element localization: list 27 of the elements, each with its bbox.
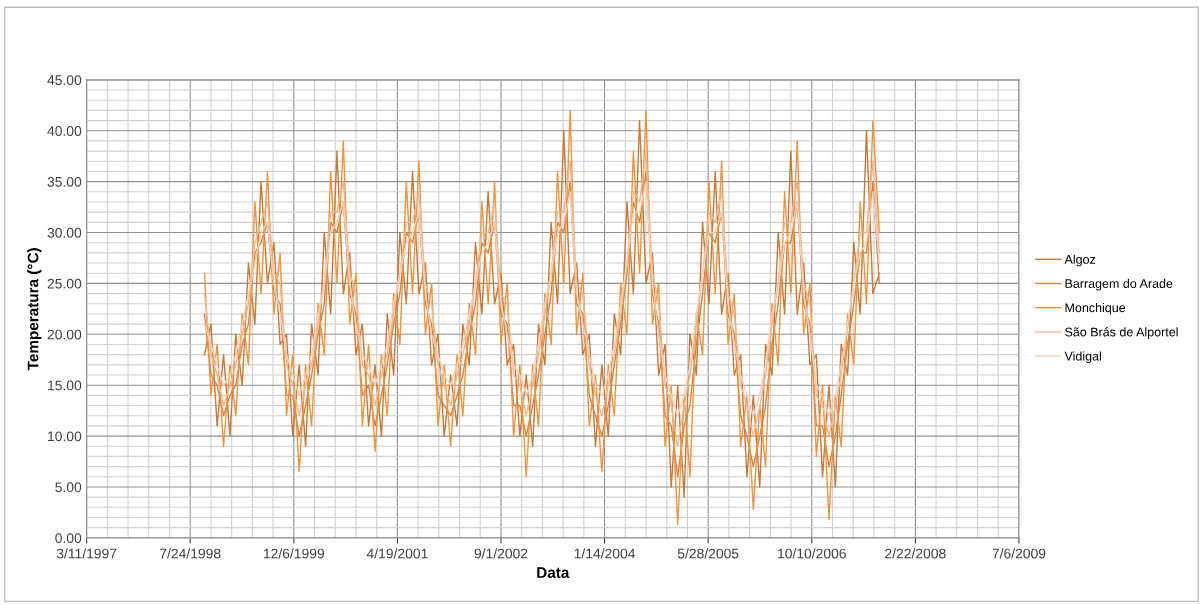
y-tick-label: 35.00 (47, 176, 82, 187)
x-tick-label: 4/19/2001 (366, 548, 428, 559)
legend-label: Barragem do Arade (1065, 278, 1173, 291)
y-tick-label: 25.00 (47, 278, 82, 289)
y-tick-label: 40.00 (47, 126, 82, 136)
y-tick-label: 0.00 (55, 533, 82, 544)
legend-label: Vidigal (1064, 351, 1101, 364)
x-tick-label: 5/28/2005 (677, 548, 739, 559)
legend-label: Algoz (1064, 254, 1096, 267)
x-tick-label: 10/10/2006 (778, 548, 846, 559)
x-tick-label: 3/11/1997 (56, 548, 117, 559)
x-tick-label: 9/1/2002 (474, 548, 528, 559)
y-tick-label: 45.00 (47, 75, 82, 86)
x-tick-label: 1/14/2004 (574, 548, 636, 559)
y-tick-label: 20.00 (47, 329, 82, 340)
legend-label: São Brás de Alportel (1065, 327, 1178, 339)
y-tick-label: 5.00 (55, 482, 82, 493)
x-tick-label: 7/6/2009 (992, 548, 1046, 559)
x-axis-title: Data (537, 567, 570, 578)
y-tick-label: 10.00 (48, 431, 82, 442)
x-tick-label: 12/6/1999 (263, 548, 325, 559)
y-tick-label: 15.00 (48, 380, 82, 391)
x-tick-label: 7/24/1998 (160, 548, 221, 559)
legend-label: Monchique (1065, 302, 1126, 315)
y-axis-title: Temperatura (°C) (27, 248, 42, 371)
x-tick-label: 2/22/2008 (885, 548, 946, 559)
y-tick-label: 30.00 (47, 227, 82, 238)
